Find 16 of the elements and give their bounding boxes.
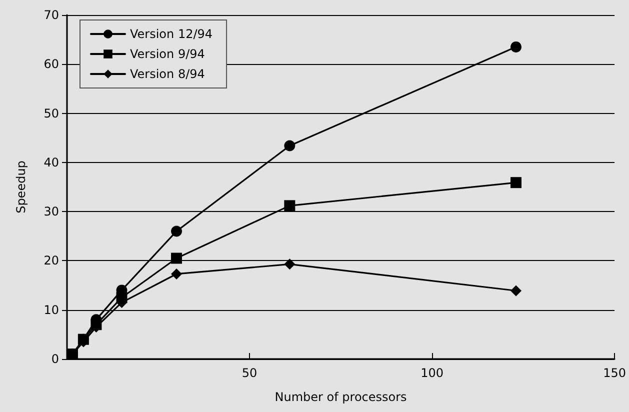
y-tick-label: 40 bbox=[44, 155, 59, 170]
y-tick-label: 60 bbox=[44, 57, 59, 72]
x-tick-label: 50 bbox=[242, 366, 258, 380]
x-tick-label: 100 bbox=[420, 366, 444, 380]
y-tick-label: 20 bbox=[44, 254, 59, 268]
y-tick-label: 30 bbox=[44, 204, 59, 219]
y-tick-label: 70 bbox=[44, 8, 59, 22]
legend-label: Version 9/94 bbox=[130, 47, 205, 61]
y-tick-label: 50 bbox=[44, 106, 59, 120]
y-tick-label: 0 bbox=[51, 352, 59, 366]
legend-label: Version 12/94 bbox=[130, 27, 213, 41]
legend-label: Version 8/94 bbox=[130, 67, 205, 81]
x-tick-label: 150 bbox=[603, 366, 626, 380]
y-tick-label: 10 bbox=[44, 302, 59, 317]
x-axis-title: Number of processors bbox=[274, 390, 407, 404]
y-axis-title: Speedup bbox=[14, 160, 28, 214]
